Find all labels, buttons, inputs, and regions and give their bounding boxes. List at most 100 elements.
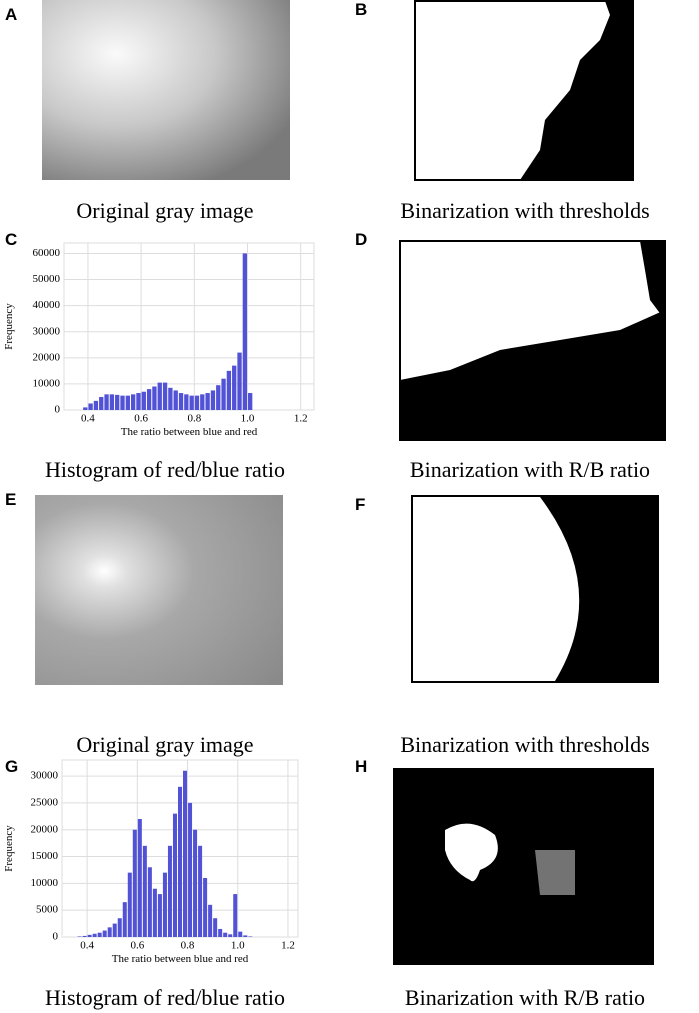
bar [238, 931, 243, 937]
bar [97, 932, 102, 937]
bar [242, 253, 248, 410]
bar [232, 365, 237, 410]
bar [184, 394, 189, 410]
bar [167, 845, 172, 937]
bar [87, 934, 92, 937]
x-tick-label: 1.0 [241, 413, 255, 425]
bar [177, 786, 183, 937]
bar [172, 813, 177, 937]
bar [188, 802, 193, 937]
panel-label: F [355, 495, 365, 514]
bar [92, 933, 97, 937]
x-tick-label: 1.2 [281, 940, 295, 952]
plot-area [63, 242, 315, 411]
bar [168, 387, 173, 410]
bar [248, 936, 253, 937]
bar [237, 352, 242, 410]
y-tick-label: 0 [55, 404, 61, 416]
bar [130, 394, 136, 410]
bar [178, 393, 184, 410]
bar [109, 394, 115, 410]
bar [194, 395, 200, 410]
bar [147, 867, 152, 937]
x-tick-label: 0.4 [80, 940, 94, 952]
y-tick-label: 30000 [33, 325, 61, 337]
bar [226, 370, 232, 410]
bar [205, 393, 210, 410]
bar [127, 872, 132, 937]
bar [162, 382, 168, 410]
bar [102, 930, 107, 937]
bar [117, 918, 122, 937]
gray-image [35, 495, 283, 685]
bar [213, 918, 218, 937]
x-tick-label: 0.6 [130, 940, 144, 952]
bar [157, 382, 162, 410]
panel-label: H [355, 757, 367, 776]
x-tick-label: 0.4 [81, 413, 95, 425]
bar [223, 932, 228, 937]
panel-caption: Original gray image [76, 198, 253, 223]
bar [193, 829, 198, 937]
bar [243, 935, 248, 937]
y-tick-label: 30000 [31, 770, 59, 782]
bar [77, 936, 82, 937]
gray-image [42, 0, 290, 180]
bar [104, 394, 109, 410]
bar [125, 395, 130, 410]
bar [93, 400, 99, 410]
panel-label: A [5, 5, 17, 24]
panel-label: G [5, 757, 18, 776]
x-tick-label: 0.8 [181, 940, 195, 952]
bar [132, 829, 137, 937]
bar [142, 845, 147, 937]
bar [210, 390, 216, 410]
bar [183, 770, 188, 937]
bar [122, 902, 127, 937]
y-axis-label: Frequency [3, 303, 15, 350]
bar [216, 385, 221, 410]
bar [152, 386, 157, 410]
bar [112, 923, 117, 937]
panel-caption: Histogram of red/blue ratio [45, 985, 285, 1010]
y-axis-label: Frequency [3, 825, 15, 872]
panel-caption: Binarization with thresholds [400, 198, 649, 223]
bar [221, 378, 226, 410]
bar [173, 390, 178, 410]
panel-caption: Histogram of red/blue ratio [45, 457, 285, 482]
bar [203, 878, 208, 937]
panel-label: D [355, 230, 367, 249]
y-tick-label: 20000 [31, 823, 59, 835]
bar [141, 391, 146, 410]
bar [157, 894, 162, 937]
y-tick-label: 15000 [31, 850, 59, 862]
bar [83, 407, 88, 410]
bar [120, 395, 125, 410]
binary-region [535, 850, 575, 895]
panel-caption: Binarization with R/B ratio [405, 985, 645, 1010]
bar [152, 888, 157, 937]
panel-caption: Binarization with thresholds [400, 732, 649, 757]
y-tick-label: 50000 [33, 273, 61, 285]
bar [162, 872, 167, 937]
y-tick-label: 20000 [33, 351, 61, 363]
bar [228, 934, 233, 937]
y-tick-label: 10000 [31, 877, 59, 889]
bar [146, 389, 152, 410]
panel-label: E [5, 490, 16, 509]
binary-region [413, 497, 580, 681]
bar [82, 935, 87, 937]
x-tick-label: 0.8 [187, 413, 201, 425]
panel-caption: Original gray image [76, 732, 253, 757]
binary-region [520, 1, 633, 180]
bar [115, 394, 120, 410]
y-tick-label: 25000 [31, 796, 59, 808]
y-tick-label: 5000 [36, 904, 59, 916]
x-axis-label: The ratio between blue and red [121, 426, 258, 438]
bar [200, 394, 205, 410]
y-tick-label: 60000 [33, 247, 61, 259]
panel-caption: Binarization with R/B ratio [410, 457, 650, 482]
x-axis-label: The ratio between blue and red [112, 953, 249, 965]
bar [107, 927, 112, 937]
bar [218, 928, 223, 937]
